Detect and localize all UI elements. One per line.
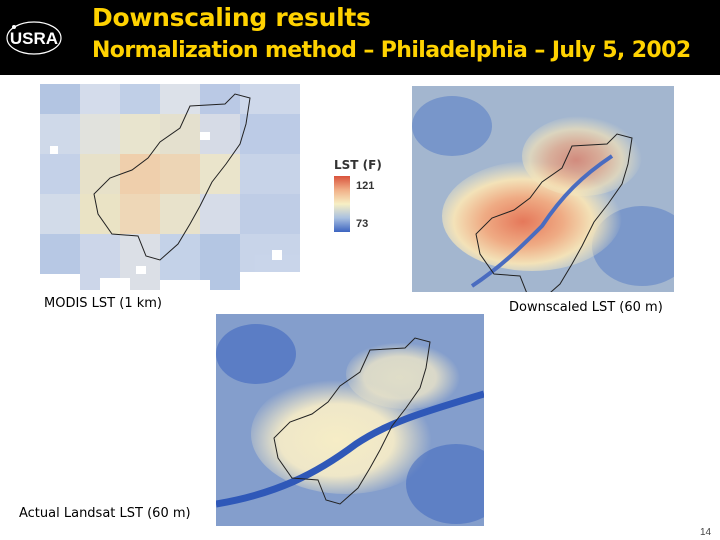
- logo-text: USRA: [10, 29, 58, 48]
- legend-color-bar: [334, 176, 350, 232]
- page-number: 14: [700, 527, 712, 538]
- downscaled-caption: Downscaled LST (60 m): [509, 300, 663, 315]
- legend-min-label: 73: [356, 218, 369, 230]
- landsat-caption: Actual Landsat LST (60 m): [19, 506, 191, 521]
- slide-header: USRA Downscaling results Normalization m…: [0, 0, 720, 75]
- legend-title: LST (F): [334, 158, 382, 172]
- lst-legend: LST (F) 121 73: [322, 152, 392, 242]
- modis-lst-map: [40, 84, 300, 290]
- slide-title: Downscaling results: [92, 3, 371, 32]
- legend-max-label: 121: [356, 180, 375, 192]
- slide-subtitle: Normalization method – Philadelphia – Ju…: [92, 38, 691, 63]
- usra-logo-icon: USRA: [6, 21, 62, 55]
- modis-caption: MODIS LST (1 km): [44, 296, 162, 311]
- landsat-lst-map: [216, 314, 484, 526]
- downscaled-lst-map: [412, 86, 674, 292]
